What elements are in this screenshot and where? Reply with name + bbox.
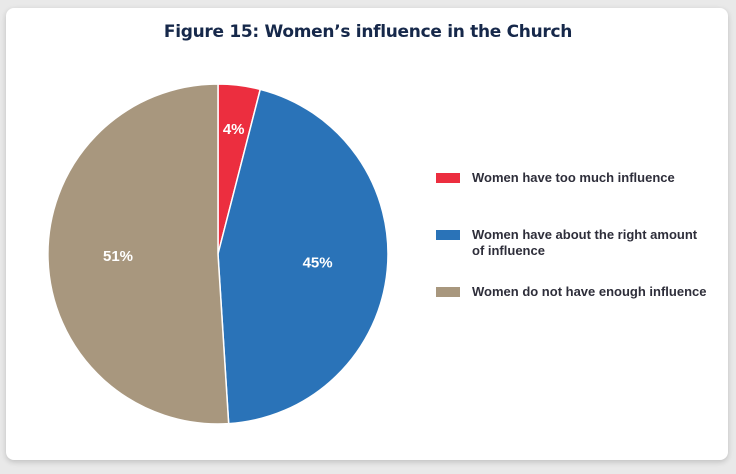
legend-swatch xyxy=(436,230,460,240)
pie-slice-2 xyxy=(217,88,389,425)
legend-swatch xyxy=(436,287,460,297)
legend-label: Women do not have enough influence xyxy=(472,284,707,299)
legend-swatch xyxy=(436,173,460,183)
chart-title: Figure 15: Women’s influence in the Chur… xyxy=(163,22,573,42)
chart-legend: Women have too much influence Women have … xyxy=(436,170,726,341)
pie-slice-3 xyxy=(47,83,230,425)
legend-item: Women have too much influence xyxy=(436,170,726,227)
legend-item: Women do not have enough influence xyxy=(436,284,726,341)
slice-value-label: 45% xyxy=(303,254,333,271)
pie-labels: 4% 45% 51% xyxy=(103,121,333,271)
legend-label: Women have about the right amount of inf… xyxy=(472,227,698,258)
slice-value-label: 51% xyxy=(103,248,133,265)
slice-value-label: 4% xyxy=(223,121,245,138)
legend-label: Women have too much influence xyxy=(472,170,675,185)
pie-slices xyxy=(47,83,389,425)
legend-item: Women have about the right amount of inf… xyxy=(436,227,726,284)
